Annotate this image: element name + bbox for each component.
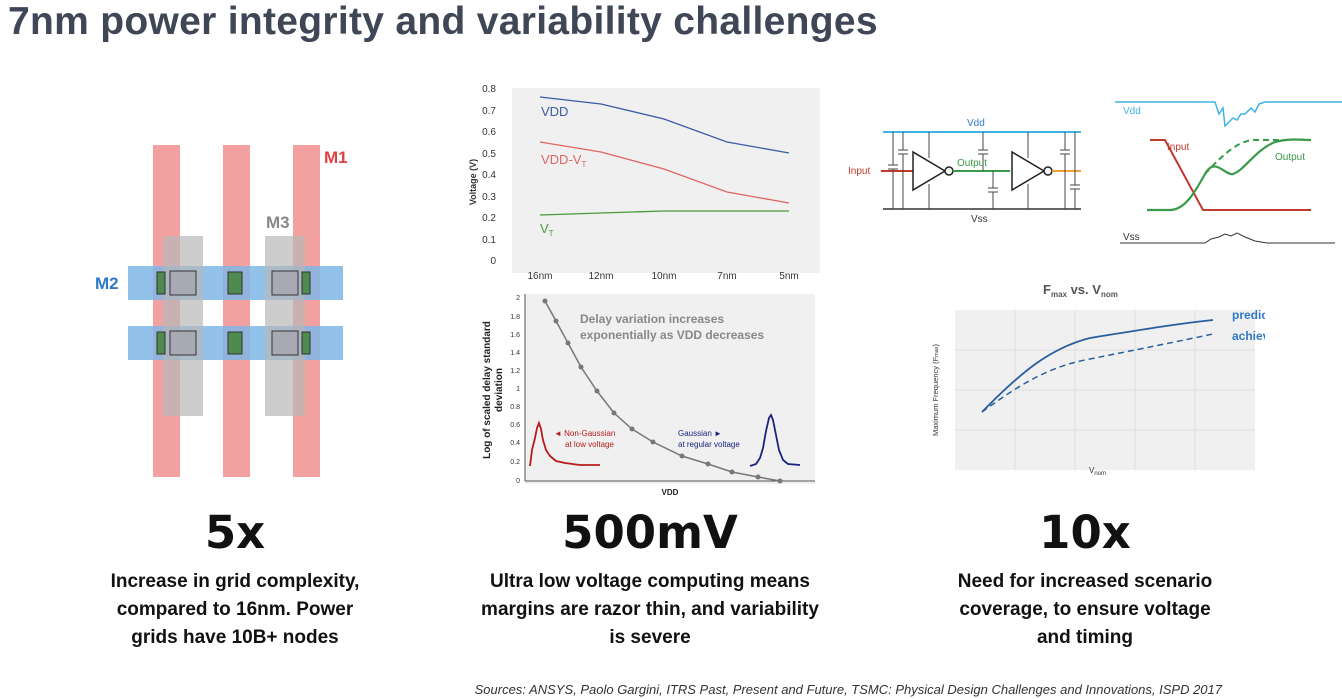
xtick: 16nm [527, 271, 552, 282]
wave-input-label: Input [1167, 142, 1189, 153]
m1-label: M1 [324, 148, 348, 167]
fmax-xlabel: Vnom [1089, 466, 1106, 477]
delay-note: Delay variation increases [580, 312, 724, 326]
ytick: 1.2 [510, 368, 520, 375]
vdd-series-label: VDD [541, 104, 568, 119]
fmax-chart: Fmax vs. Vnom Maximum Frequency (Fmax) V… [931, 282, 1265, 477]
desc-line: grids have 10B+ nodes [131, 627, 339, 648]
delay-ylabel: Log of scaled delay standard [482, 321, 493, 459]
xtick: 7nm [717, 271, 736, 282]
delay-xlabel: VDD [662, 488, 679, 497]
vdd-vt-series-line [539, 141, 790, 204]
vdd-waveform [1115, 101, 1342, 128]
delay-variation-chart: Log of scaled delay standard deviation 2… [482, 294, 815, 497]
inverter-2 [1011, 150, 1046, 192]
desc-line: coverage, to ensure voltage [959, 599, 1211, 620]
ytick: 0.7 [482, 106, 496, 117]
xtick: 5nm [779, 271, 798, 282]
gaussian-distribution [749, 413, 801, 467]
desc-line: Ultra low voltage computing means [490, 571, 810, 592]
vdd-vt-series-label: VDD-VT [541, 152, 586, 169]
ytick: 0.6 [510, 422, 520, 429]
vss-label: Vss [971, 214, 988, 225]
delay-note-2: exponentially as VDD decreases [580, 328, 764, 342]
ytick: 0.2 [510, 459, 520, 466]
voltage-ylabel: Voltage (V) [468, 159, 478, 205]
ytick: 0.6 [482, 127, 496, 138]
output-label: Output [957, 158, 987, 169]
desc-line: and timing [1036, 627, 1134, 648]
ytick: 0.8 [482, 84, 496, 95]
desc-line: Need for increased scenario [957, 571, 1213, 592]
ytick: 0.2 [482, 213, 496, 224]
slide-title: 7nm power integrity and variability chal… [8, 0, 878, 43]
ytick: 0.4 [482, 170, 496, 181]
xtick: 12nm [588, 271, 613, 282]
ytick: 0 [516, 478, 520, 485]
stat-desc-scenario: Need for increased scenario coverage, to… [920, 568, 1250, 652]
stat-value-grid: 5x [204, 506, 266, 559]
stat-desc-voltage: Ultra low voltage computing means margin… [445, 568, 855, 652]
ytick: 0.3 [482, 192, 496, 203]
wave-vss-label: Vss [1123, 232, 1140, 243]
vt-series-line [539, 210, 789, 216]
desc-line: Increase in grid complexity, [110, 571, 360, 592]
desc-line: is severe [609, 627, 691, 648]
non-gaussian-label: ◄ Non-Gaussian [554, 429, 615, 438]
vss-waveform [1120, 232, 1335, 244]
stat-desc-grid: Increase in grid complexity, compared to… [60, 568, 410, 652]
wave-output-label: Output [1275, 152, 1305, 163]
vdd-series-line [539, 96, 790, 154]
ytick: 0.8 [510, 404, 520, 411]
delay-ylabel-2: deviation [494, 368, 505, 412]
non-gaussian-distribution [529, 420, 600, 467]
inverter-chain-diagram: Vdd Vss Input Output [848, 118, 1081, 225]
stat-value-voltage: 500mV [562, 506, 738, 559]
m2-label: M2 [95, 274, 119, 293]
m3-bar [163, 236, 203, 416]
output-ideal-waveform [1204, 139, 1287, 175]
predicted-curve [981, 319, 1214, 413]
stat-value-scenario: 10x [1039, 506, 1131, 559]
gaussian-label: Gaussian ► [678, 429, 722, 438]
input-waveform [1150, 139, 1311, 211]
ytick: 0 [490, 256, 496, 267]
ytick: 0.1 [482, 235, 496, 246]
fmax-ylabel: Maximum Frequency (Fmax) [931, 343, 940, 436]
desc-line: margins are razor thin, and variability [481, 599, 819, 620]
fmax-title: Fmax vs. Vnom [1043, 282, 1118, 299]
switching-waveform: Vdd Input Output Vss [1115, 101, 1342, 244]
ytick: 0.4 [510, 440, 520, 447]
wave-vdd-label: Vdd [1123, 106, 1141, 117]
voltage-yticks: 0.8 0.7 0.6 0.5 0.4 0.3 0.2 0.1 0 [482, 84, 496, 267]
xtick: 10nm [651, 271, 676, 282]
input-label: Input [848, 166, 870, 177]
delay-points [542, 298, 783, 484]
ytick: 1.4 [510, 350, 520, 357]
inverter-1 [912, 150, 947, 192]
ytick: 2 [516, 295, 520, 302]
ytick: 1.6 [510, 332, 520, 339]
ytick: 1 [516, 386, 520, 393]
vdd-label: Vdd [967, 118, 985, 129]
voltage-chart: Voltage (V) 0.8 0.7 0.6 0.5 0.4 0.3 0.2 … [468, 84, 820, 282]
ytick: 0.5 [482, 149, 496, 160]
m3-bar [265, 236, 305, 416]
vt-series-label: VT [540, 221, 554, 238]
gaussian-label-2: at regular voltage [678, 440, 740, 449]
ytick: 1.8 [510, 314, 520, 321]
achieved-curve [981, 333, 1214, 413]
power-grid-diagram: M1 M2 M3 [95, 145, 348, 477]
achieved-label: achieved [1232, 329, 1265, 343]
predicted-label: predicted [1232, 308, 1265, 322]
desc-line: compared to 16nm. Power [116, 599, 354, 620]
sources-citation: Sources: ANSYS, Paolo Gargini, ITRS Past… [474, 682, 1222, 697]
m3-label: M3 [266, 213, 290, 232]
m1-bar [223, 145, 250, 477]
non-gaussian-label-2: at low voltage [565, 440, 614, 449]
